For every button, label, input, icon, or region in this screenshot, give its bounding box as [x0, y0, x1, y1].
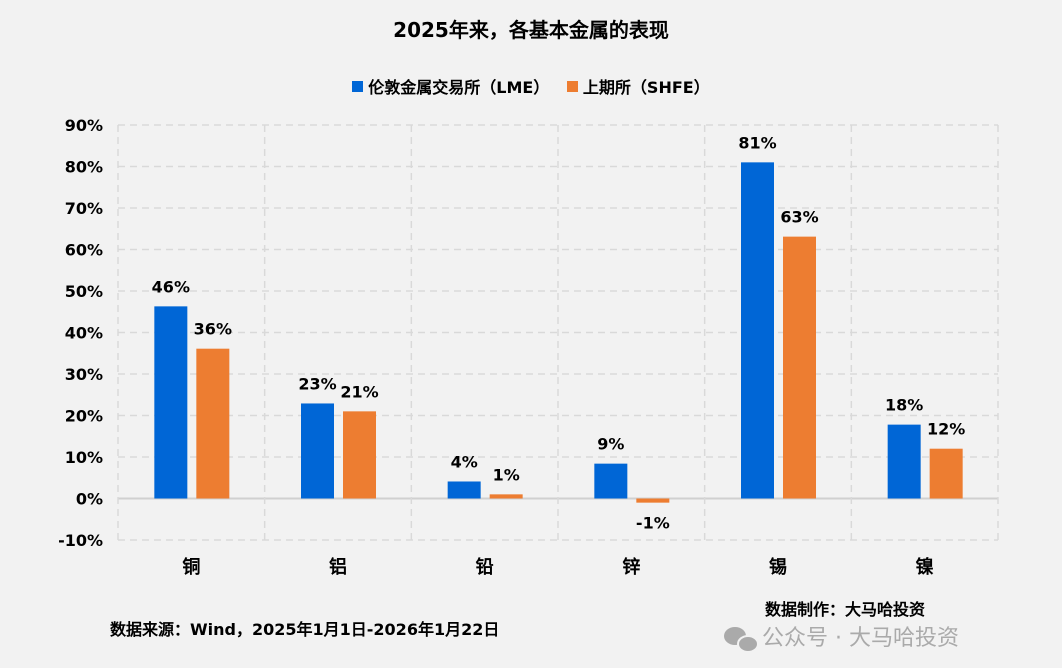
wechat-icon	[724, 627, 759, 653]
data-label: 1%	[493, 465, 520, 484]
data-label: 21%	[340, 382, 378, 401]
legend-swatch-lme	[352, 80, 364, 92]
y-tick-label: 60%	[65, 241, 103, 260]
data-label: 23%	[298, 374, 336, 393]
bar-shfe	[783, 236, 816, 499]
maker-note: 数据制作：大马哈投资	[765, 600, 926, 619]
x-tick-label: 镍	[916, 556, 934, 578]
source-note: 数据来源：Wind，2025年1月1日-2026年1月22日	[110, 620, 500, 639]
y-tick-label: 20%	[65, 407, 103, 426]
bar-shfe	[929, 448, 963, 499]
bar-lme	[154, 306, 188, 499]
bar-lme	[447, 481, 481, 499]
data-label: 81%	[738, 133, 776, 152]
x-tick-label: 锡	[769, 556, 787, 578]
bar-lme	[594, 463, 628, 499]
y-tick-label: 50%	[65, 282, 103, 301]
data-label: 46%	[152, 277, 190, 296]
bar-lme	[887, 424, 921, 499]
data-label: 9%	[597, 435, 624, 454]
data-label: 4%	[451, 452, 478, 471]
data-label: 36%	[194, 320, 232, 339]
y-tick-label: 0%	[76, 490, 103, 509]
bar-shfe	[489, 494, 523, 499]
x-tick-label: 锌	[622, 556, 640, 578]
x-tick-label: 铅	[476, 556, 494, 578]
legend-item-lme: 伦敦金属交易所（LME）	[352, 74, 549, 98]
data-label: 12%	[927, 420, 965, 439]
y-tick-label: 40%	[65, 324, 103, 343]
data-label: 63%	[780, 208, 818, 227]
data-label: -1%	[636, 514, 670, 533]
y-tick-label: 10%	[65, 448, 103, 467]
bar-shfe	[636, 498, 670, 503]
y-tick-label: 70%	[65, 199, 103, 218]
watermark: 公众号 · 大马哈投资	[722, 624, 959, 654]
y-tick-label: 30%	[65, 365, 103, 384]
bar-lme	[741, 162, 774, 499]
legend-swatch-shfe	[566, 80, 578, 92]
x-tick-label: 铝	[329, 556, 347, 578]
y-tick-label: -10%	[58, 531, 103, 550]
bar-shfe	[196, 348, 230, 499]
legend: 伦敦金属交易所（LME） 上期所（SHFE）	[0, 74, 1062, 98]
legend-label-shfe: 上期所（SHFE）	[582, 78, 710, 97]
x-tick-label: 铜	[182, 556, 200, 578]
legend-item-shfe: 上期所（SHFE）	[566, 74, 710, 98]
bar-lme	[301, 403, 334, 499]
chart-title: 2025年来，各基本金属的表现	[393, 18, 669, 42]
y-tick-label: 90%	[65, 116, 103, 135]
bar-shfe	[343, 411, 376, 499]
data-label: 18%	[885, 396, 923, 415]
legend-label-lme: 伦敦金属交易所（LME）	[368, 78, 550, 97]
watermark-text: 公众号 · 大马哈投资	[762, 626, 959, 651]
y-tick-label: 80%	[65, 158, 103, 177]
